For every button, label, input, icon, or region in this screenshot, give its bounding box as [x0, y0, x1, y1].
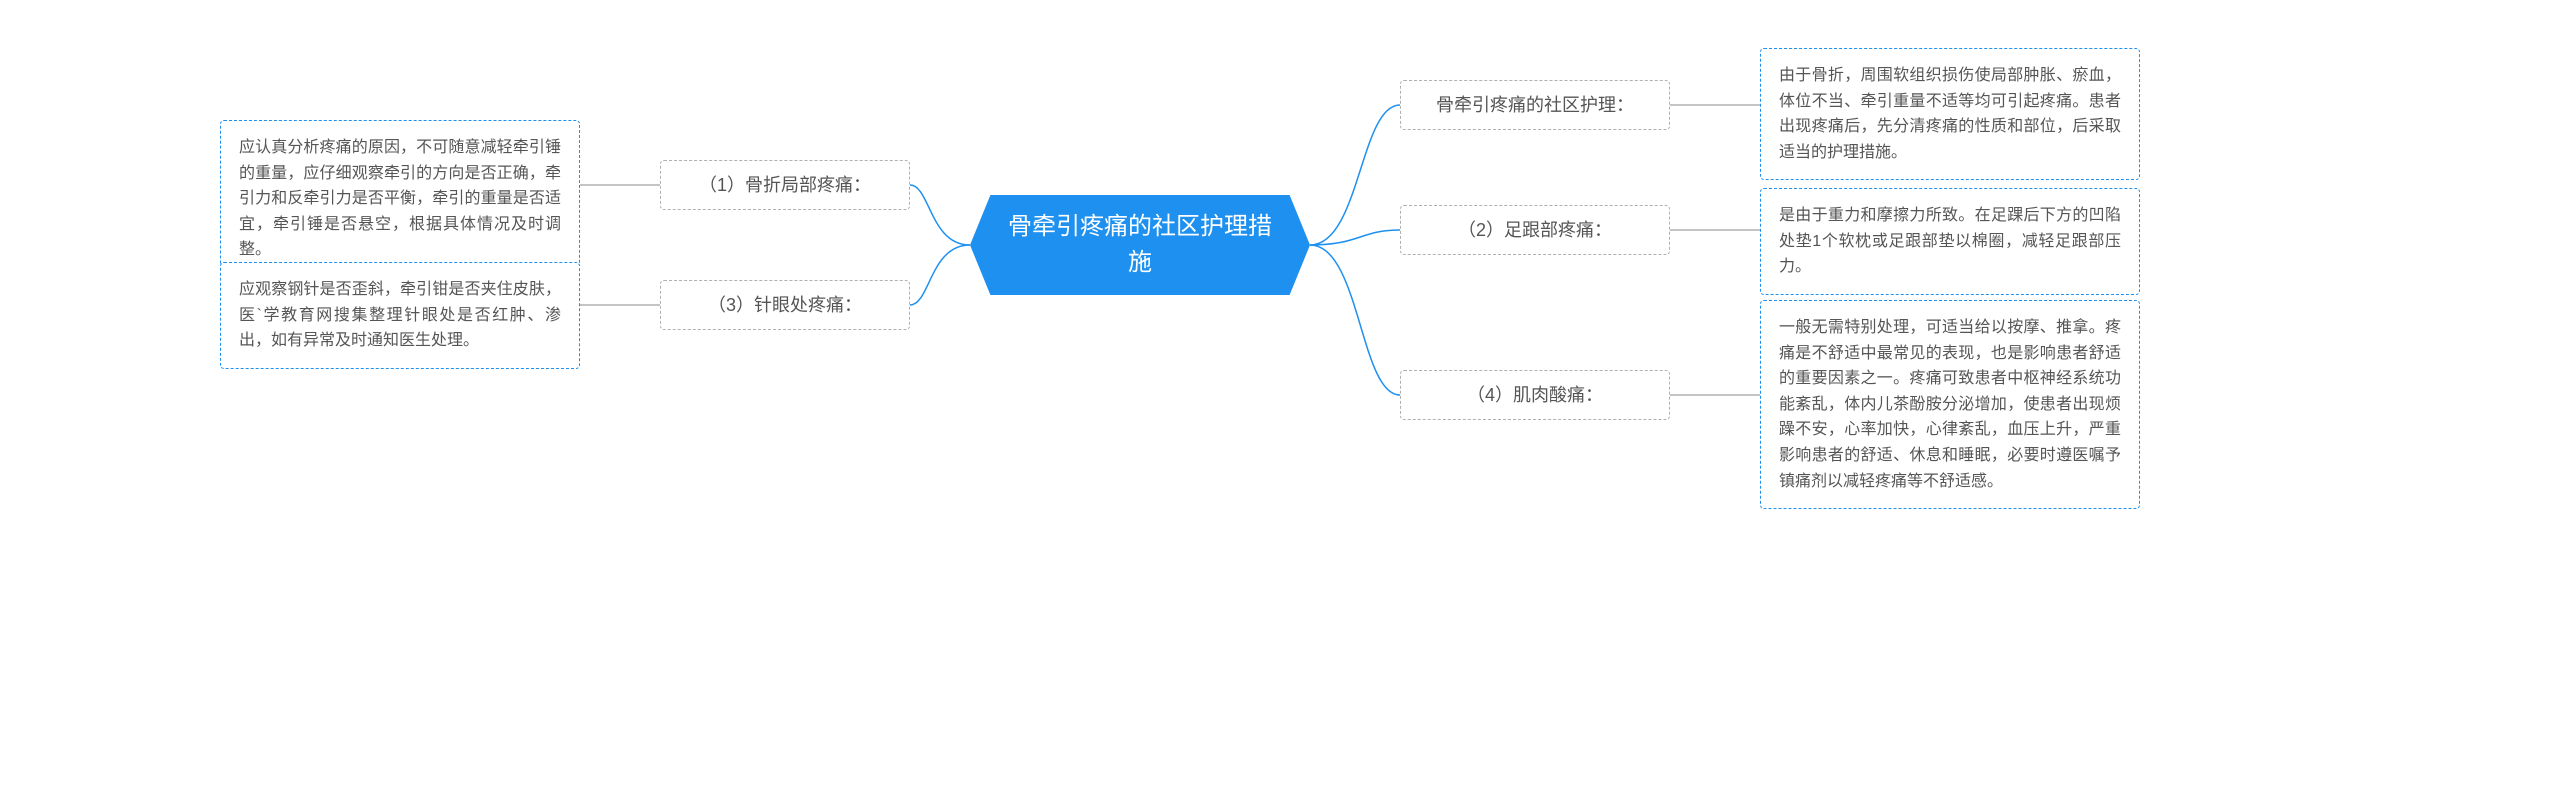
- conn-center-left1: [910, 185, 970, 245]
- leaf-left-1: 应认真分析疼痛的原因，不可随意减轻牵引锤的重量，应仔细观察牵引的方向是否正确，牵…: [220, 120, 580, 278]
- sub-right-0: 骨牵引疼痛的社区护理：: [1400, 80, 1670, 130]
- sub-right-2: （2）足跟部疼痛：: [1400, 205, 1670, 255]
- leaf-right-4: 一般无需特别处理，可适当给以按摩、推拿。疼痛是不舒适中最常见的表现，也是影响患者…: [1760, 300, 2140, 509]
- leaf-right-4-text: 一般无需特别处理，可适当给以按摩、推拿。疼痛是不舒适中最常见的表现，也是影响患者…: [1779, 315, 2121, 494]
- sub-left-3: （3）针眼处疼痛：: [660, 280, 910, 330]
- leaf-right-0: 由于骨折，周围软组织损伤使局部肿胀、瘀血，体位不当、牵引重量不适等均可引起疼痛。…: [1760, 48, 2140, 180]
- sub-right-2-label: （2）足跟部疼痛：: [1458, 217, 1612, 244]
- mindmap-canvas: 骨牵引疼痛的社区护理措施 （1）骨折局部疼痛： （3）针眼处疼痛： 应认真分析疼…: [0, 0, 2560, 797]
- conn-center-right0: [1310, 105, 1400, 245]
- leaf-left-1-text: 应认真分析疼痛的原因，不可随意减轻牵引锤的重量，应仔细观察牵引的方向是否正确，牵…: [239, 135, 561, 263]
- leaf-left-3-text: 应观察钢针是否歪斜，牵引钳是否夹住皮肤，医`学教育网搜集整理针眼处是否红肿、渗出…: [239, 277, 561, 354]
- leaf-right-2: 是由于重力和摩擦力所致。在足踝后下方的凹陷处垫1个软枕或足跟部垫以棉圈，减轻足跟…: [1760, 188, 2140, 295]
- leaf-left-3: 应观察钢针是否歪斜，牵引钳是否夹住皮肤，医`学教育网搜集整理针眼处是否红肿、渗出…: [220, 262, 580, 369]
- center-text: 骨牵引疼痛的社区护理措施: [1008, 209, 1272, 281]
- sub-left-3-label: （3）针眼处疼痛：: [708, 292, 862, 319]
- conn-center-right2: [1310, 230, 1400, 245]
- sub-right-0-label: 骨牵引疼痛的社区护理：: [1436, 92, 1634, 119]
- sub-right-4: （4）肌肉酸痛：: [1400, 370, 1670, 420]
- conn-center-left3: [910, 245, 970, 305]
- leaf-right-0-text: 由于骨折，周围软组织损伤使局部肿胀、瘀血，体位不当、牵引重量不适等均可引起疼痛。…: [1779, 63, 2121, 165]
- sub-right-4-label: （4）肌肉酸痛：: [1467, 382, 1603, 409]
- center-node: 骨牵引疼痛的社区护理措施: [970, 195, 1310, 295]
- sub-left-1-label: （1）骨折局部疼痛：: [699, 172, 871, 199]
- conn-center-right4: [1310, 245, 1400, 395]
- sub-left-1: （1）骨折局部疼痛：: [660, 160, 910, 210]
- leaf-right-2-text: 是由于重力和摩擦力所致。在足踝后下方的凹陷处垫1个软枕或足跟部垫以棉圈，减轻足跟…: [1779, 203, 2121, 280]
